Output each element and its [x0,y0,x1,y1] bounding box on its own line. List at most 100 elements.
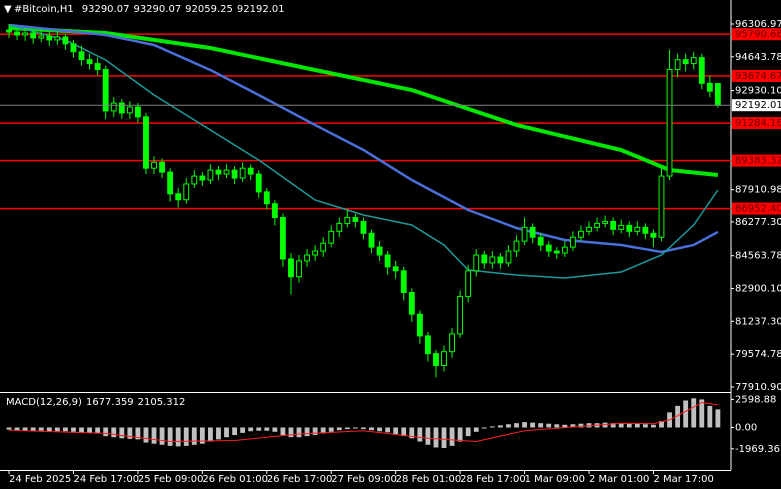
candle-body [263,191,270,205]
x-tick-label: 28 Feb 17:00 [460,474,526,485]
macd-bar [562,424,568,428]
price-level-tag [732,69,781,82]
macd-bar [642,424,648,428]
candle-body [674,59,681,71]
macd-bar [417,427,423,442]
candle-body [497,256,504,264]
candle-body [328,230,335,244]
candle-body [126,106,133,114]
candle-body [255,173,262,193]
candle-body [586,226,592,232]
macd-bar [127,427,133,439]
candle-body [561,246,568,254]
macd-bar [224,427,229,438]
moving-average [8,23,719,254]
candle-body [296,260,302,278]
candle-body [400,270,407,293]
y-tick-label: 86277.30 [735,217,781,228]
y-tick-label: 81237.30 [735,316,781,327]
macd-bar [481,427,487,429]
macd-header: MACD(12,26,9) 1677.359 2105.312 [6,397,185,408]
macd-bar [369,427,374,431]
candle-body [360,220,367,234]
candle-body [223,169,230,175]
macd-bar [232,427,237,436]
candle-body [666,69,673,177]
macd-bar [175,427,181,447]
y-tick-label: 96306.97 [735,19,781,30]
candle-body [304,254,310,262]
candle-body [642,226,649,234]
macd-bar [344,427,350,430]
price-level-label: 86952.40 [735,204,781,215]
candle-body [86,59,93,65]
candle-body [441,351,447,366]
candle-body [618,224,625,230]
macd-bar [441,427,447,449]
candle-body [569,236,576,248]
macd-bar [570,424,576,428]
candle-body [424,335,431,355]
macd-bar [715,409,721,428]
macd-bar [159,427,165,445]
macd-bar [14,427,20,431]
macd-bar [393,427,399,434]
macd-bar [659,421,664,428]
macd-bar [457,427,463,442]
macd-bar [46,427,52,432]
candle-body [489,256,496,264]
y-tick-label: 84563.78 [735,251,781,262]
macd-bar [489,426,495,428]
candle-body [94,63,101,71]
candle-body [288,258,294,278]
macd-bar [626,423,632,428]
candle-body [594,222,600,228]
ohlc-value: 93290.07 [133,4,181,15]
candle-body [384,254,391,268]
macd-bar [22,427,28,431]
macd-bar [62,427,68,432]
x-tick-label: 26 Feb 01:00 [202,474,268,485]
macd-bar [38,427,44,431]
menu-arrow[interactable]: ▼ [4,4,12,15]
ohlc-value: 93290.07 [82,4,130,15]
macd-bar [296,427,302,438]
x-tick-label: 26 Feb 17:00 [267,474,333,485]
macd-bar [320,427,326,434]
macd-bar [312,427,318,436]
candle-body [650,232,657,238]
macd-bar [191,427,197,445]
current-price-tag [732,99,781,112]
candle-body [505,250,512,264]
y-tick-label: 87910.98 [735,185,781,196]
chart-header: #Bitcoin,H1 93290.07 93290.07 92059.25 92192… [14,4,285,15]
macd-bar [54,427,60,432]
candle-body [271,203,278,219]
candle-body [610,220,617,230]
macd-bar [401,427,407,437]
macd-y-tick-label: 2598.88 [735,394,776,405]
candle-body [392,266,399,272]
candle-body [191,175,198,185]
y-tick-label: 79574.78 [735,349,781,360]
candle-body [70,43,77,53]
candle-body [312,250,319,256]
candle-body [376,246,383,256]
macd-bar [538,423,544,428]
candle-body [38,35,45,39]
macd-bar [103,427,109,437]
candle-body [110,102,117,112]
macd-bar [264,427,270,431]
y-tick-label: 82900.10 [735,284,781,295]
macd-bar [336,427,342,431]
macd-bar [506,424,511,428]
moving-average [8,26,719,177]
x-tick-label: 28 Feb 01:00 [396,474,462,485]
macd-bar [409,427,415,439]
macd-bar [385,427,391,433]
candle-body [545,244,552,252]
macd-bar [651,424,656,428]
macd-bar [610,423,616,428]
candle-body [634,226,641,232]
